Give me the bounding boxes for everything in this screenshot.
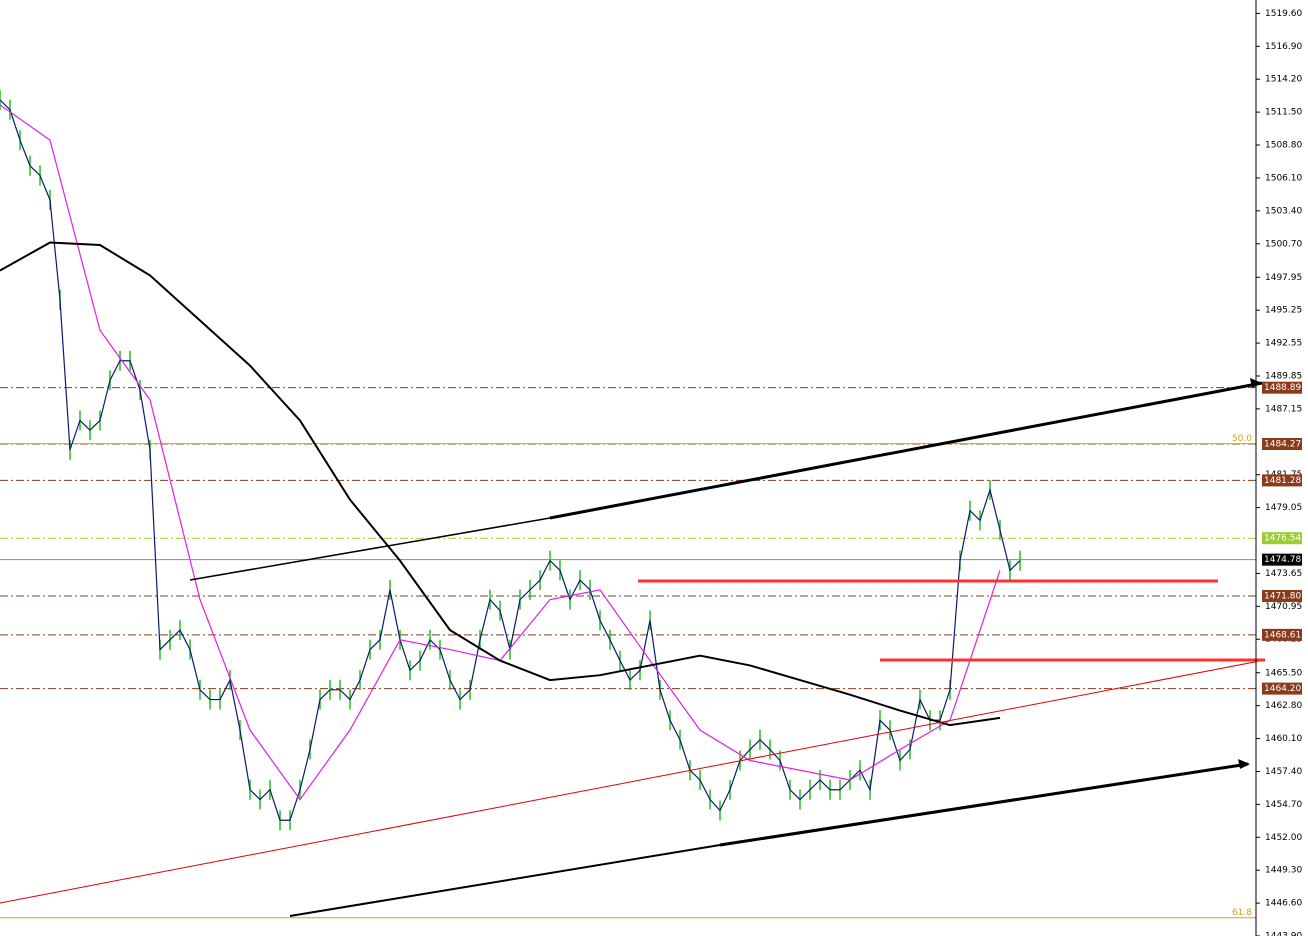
y-tick-label: 1495.25 bbox=[1265, 306, 1302, 316]
y-tick-label: 1443.90 bbox=[1265, 932, 1302, 936]
y-tick-label: 1479.05 bbox=[1265, 503, 1302, 513]
level-box bbox=[1262, 532, 1302, 545]
y-tick-label: 1514.20 bbox=[1265, 75, 1302, 85]
level-label: 1464.20 bbox=[1264, 684, 1301, 694]
level-label: 1468.61 bbox=[1264, 630, 1301, 640]
level-box bbox=[1262, 437, 1302, 450]
level-label: 1471.80 bbox=[1264, 591, 1301, 601]
y-tick-label: 1457.40 bbox=[1265, 767, 1302, 777]
y-tick-label: 1449.30 bbox=[1265, 866, 1302, 876]
fib-label: 50.0 bbox=[1232, 434, 1252, 444]
y-tick-label: 1462.80 bbox=[1265, 701, 1302, 711]
y-tick-label: 1492.55 bbox=[1265, 339, 1302, 349]
level-box bbox=[1262, 553, 1302, 566]
y-tick-label: 1506.10 bbox=[1265, 173, 1302, 183]
level-label: 1488.89 bbox=[1264, 383, 1301, 393]
fib-label: 61.8 bbox=[1232, 908, 1252, 918]
y-tick-label: 1470.95 bbox=[1265, 602, 1302, 612]
y-tick-label: 1487.15 bbox=[1265, 404, 1302, 414]
y-tick-label: 1508.80 bbox=[1265, 141, 1302, 151]
y-tick-label: 1500.70 bbox=[1265, 239, 1302, 249]
level-box bbox=[1262, 628, 1302, 641]
plot: 50.0 61.8 bbox=[0, 89, 1256, 919]
y-tick-label: 1489.85 bbox=[1265, 371, 1302, 381]
level-box bbox=[1262, 589, 1302, 602]
channel-line bbox=[0, 659, 1266, 904]
y-tick-label: 1503.40 bbox=[1265, 206, 1302, 216]
y-tick-label: 1511.50 bbox=[1265, 108, 1302, 118]
level-box bbox=[1262, 381, 1302, 394]
trend-line bbox=[289, 844, 721, 917]
level-label: 1476.54 bbox=[1264, 534, 1301, 544]
y-tick-label: 1446.60 bbox=[1265, 899, 1302, 909]
y-tick-label: 1465.50 bbox=[1265, 668, 1302, 678]
series-line bbox=[0, 241, 1001, 727]
level-box bbox=[1262, 682, 1302, 695]
annotations bbox=[0, 378, 1266, 917]
y-tick-label: 1516.90 bbox=[1265, 42, 1302, 52]
y-tick-label: 1454.70 bbox=[1265, 800, 1302, 810]
trend-line bbox=[719, 762, 1249, 847]
level-label: 1484.27 bbox=[1264, 439, 1301, 449]
y-tick-label: 1497.95 bbox=[1265, 273, 1302, 283]
axis: 1519.60 1516.90 1514.20 1511.50 1508.80 1506.… bbox=[1256, 9, 1302, 936]
level-box bbox=[1262, 474, 1302, 487]
y-tick-label: 1452.00 bbox=[1265, 833, 1302, 843]
trend-line bbox=[189, 517, 551, 581]
y-tick-label: 1473.65 bbox=[1265, 569, 1302, 579]
arrow-head bbox=[1238, 759, 1250, 769]
y-tick-label: 1519.60 bbox=[1265, 9, 1302, 19]
level-label: 1481.28 bbox=[1264, 476, 1301, 486]
trend-line bbox=[549, 381, 1263, 520]
level-label: 1474.78 bbox=[1264, 555, 1301, 565]
y-tick-label: 1460.10 bbox=[1265, 734, 1302, 744]
